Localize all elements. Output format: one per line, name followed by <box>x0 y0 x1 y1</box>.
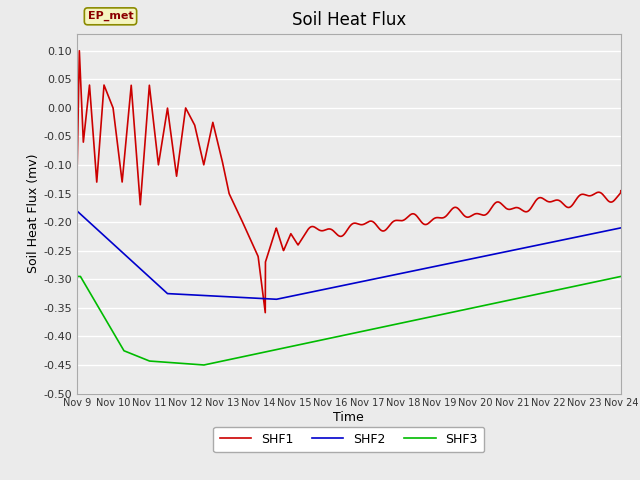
Legend: SHF1, SHF2, SHF3: SHF1, SHF2, SHF3 <box>213 427 484 452</box>
SHF2 <box>607 227 614 233</box>
SHF3 <box>607 276 614 282</box>
SHF1 <box>617 188 625 193</box>
Text: EP_met: EP_met <box>88 11 133 22</box>
SHF3 <box>135 354 143 360</box>
X-axis label: Time: Time <box>333 411 364 424</box>
SHF2 <box>548 240 556 245</box>
SHF3 <box>200 362 207 368</box>
SHF2 <box>617 225 625 231</box>
SHF3 <box>305 340 313 346</box>
SHF3 <box>73 274 81 279</box>
Line: SHF3: SHF3 <box>77 276 621 365</box>
Title: Soil Heat Flux: Soil Heat Flux <box>292 11 406 29</box>
SHF2 <box>272 297 280 302</box>
Y-axis label: Soil Heat Flux (mv): Soil Heat Flux (mv) <box>28 154 40 273</box>
SHF1 <box>607 199 614 205</box>
SHF1 <box>76 48 83 54</box>
SHF3 <box>282 345 289 350</box>
SHF2 <box>135 264 143 270</box>
SHF1 <box>305 225 313 231</box>
SHF1 <box>261 310 269 315</box>
SHF3 <box>548 288 556 294</box>
SHF1 <box>282 242 290 248</box>
Line: SHF2: SHF2 <box>77 211 621 300</box>
SHF1 <box>135 186 143 192</box>
SHF3 <box>167 360 175 365</box>
SHF1 <box>548 199 556 204</box>
SHF3 <box>617 274 625 279</box>
SHF2 <box>167 291 175 297</box>
SHF1 <box>73 185 81 191</box>
SHF2 <box>73 208 81 214</box>
SHF2 <box>305 289 313 295</box>
SHF2 <box>282 295 289 300</box>
Line: SHF1: SHF1 <box>77 51 621 312</box>
SHF1 <box>168 134 175 140</box>
